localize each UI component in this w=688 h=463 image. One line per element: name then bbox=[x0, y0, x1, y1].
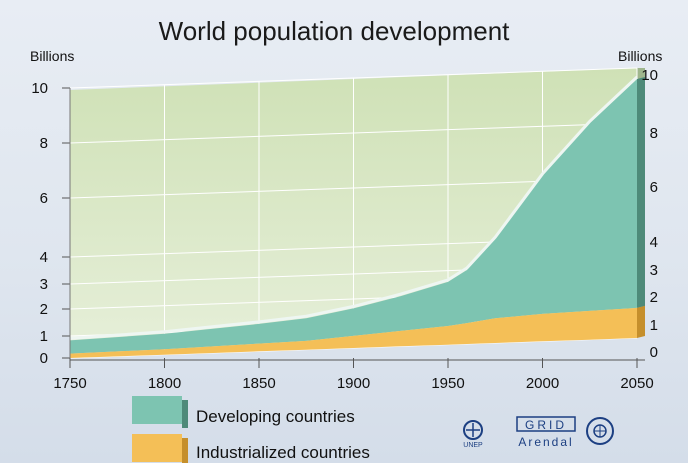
x-tick-1900: 1900 bbox=[337, 375, 370, 392]
logo-grid: GRID Arendal bbox=[516, 416, 576, 449]
un-globe-lines-icon bbox=[594, 425, 606, 437]
legend: Developing countries Industrialized coun… bbox=[132, 396, 370, 463]
x-tick-2000: 2000 bbox=[526, 375, 559, 392]
y-tick-left-6: 6 bbox=[40, 190, 48, 207]
area-top-edge bbox=[69, 75, 639, 340]
area-developing-countries bbox=[70, 79, 637, 354]
y-tick-left-4: 4 bbox=[40, 249, 48, 266]
y-tick-right-10: 10 bbox=[641, 67, 658, 84]
y-tick-right-3: 3 bbox=[650, 262, 658, 279]
tick-layer: 0 1 2 3 4 6 8 10 0 1 2 3 4 6 8 10 1750 1800 1850 1900 1950 20… bbox=[31, 67, 658, 392]
logo-unep-text: UNEP bbox=[463, 442, 483, 449]
x-tick-1850: 1850 bbox=[242, 375, 275, 392]
y-axis-label-left: Billions bbox=[30, 48, 74, 64]
logo-arendal-text: Arendal bbox=[518, 435, 573, 449]
area-developing-side bbox=[637, 77, 645, 308]
legend-label-developing: Developing countries bbox=[196, 407, 355, 426]
y-tick-right-1: 1 bbox=[650, 317, 658, 334]
legend-label-industrialized: Industrialized countries bbox=[196, 443, 370, 462]
x-tick-1750: 1750 bbox=[53, 375, 86, 392]
unep-globe-icon bbox=[463, 420, 483, 440]
legend-swatch-developing bbox=[132, 396, 182, 424]
area-industrialized-countries bbox=[70, 307, 637, 358]
y-tick-left-8: 8 bbox=[40, 135, 48, 152]
y-tick-right-0: 0 bbox=[650, 344, 658, 361]
chart-title: World population development bbox=[159, 16, 511, 46]
x-tick-2050: 2050 bbox=[620, 375, 653, 392]
legend-swatch-industrialized bbox=[132, 434, 182, 462]
y-axis-label-right: Billions bbox=[618, 48, 662, 64]
area-layer bbox=[69, 75, 645, 358]
x-tick-1800: 1800 bbox=[148, 375, 181, 392]
legend-swatch-developing-side bbox=[182, 400, 188, 428]
grid-logo-frame bbox=[516, 416, 576, 432]
y-tick-left-2: 2 bbox=[40, 301, 48, 318]
un-emblem-icon bbox=[586, 417, 614, 445]
logo-unep: UNEP bbox=[463, 420, 483, 449]
y-tick-right-4: 4 bbox=[650, 234, 658, 251]
y-tick-left-10: 10 bbox=[31, 80, 48, 97]
y-tick-left-1: 1 bbox=[40, 328, 48, 345]
area-industrialized-side bbox=[637, 305, 645, 338]
logo-un bbox=[586, 417, 614, 445]
y-tick-left-3: 3 bbox=[40, 276, 48, 293]
y-tick-right-8: 8 bbox=[650, 125, 658, 142]
y-tick-right-6: 6 bbox=[650, 179, 658, 196]
legend-swatch-industrialized-side bbox=[182, 438, 188, 463]
unep-globe-lines-icon bbox=[466, 423, 480, 437]
x-tick-1950: 1950 bbox=[431, 375, 464, 392]
y-tick-right-2: 2 bbox=[650, 289, 658, 306]
logo-grid-text: GRID bbox=[525, 418, 567, 432]
y-tick-left-0: 0 bbox=[40, 350, 48, 367]
